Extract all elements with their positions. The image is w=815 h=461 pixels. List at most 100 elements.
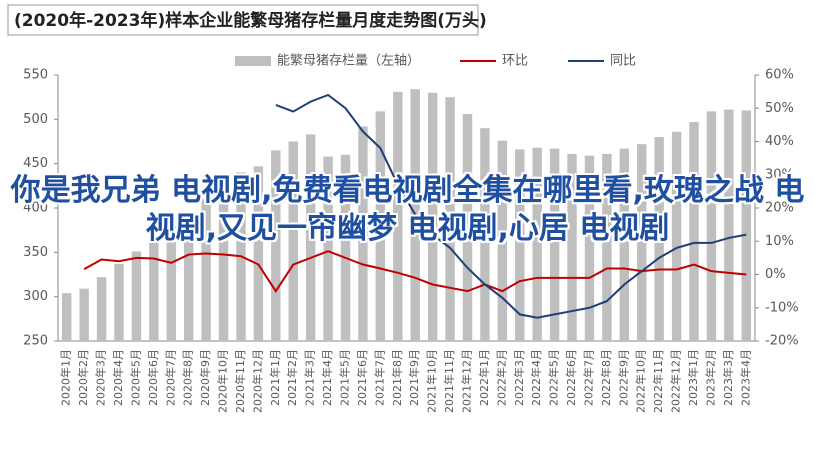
title-box xyxy=(7,4,479,36)
bar xyxy=(584,155,595,341)
x-tick-label: 2021年2月 xyxy=(285,349,299,406)
x-tick-label: 2021年5月 xyxy=(338,349,352,406)
x-tick-label: 2020年8月 xyxy=(181,349,195,406)
y2-tick-label: 40% xyxy=(765,134,794,149)
overlay-text: 你是我兄弟 电视剧,免费看电视剧全集在哪里看,玫瑰之战 电视剧,又见一帘幽梦 电… xyxy=(10,173,805,246)
y2-tick-label: 0% xyxy=(765,267,786,282)
x-tick-label: 2021年7月 xyxy=(372,349,386,406)
x-tick-label: 2020年11月 xyxy=(233,349,247,413)
x-tick-label: 2023年3月 xyxy=(721,349,735,406)
x-tick-label: 2022年6月 xyxy=(564,349,578,406)
line xyxy=(275,93,747,319)
x-tick-label: 2022年3月 xyxy=(512,349,526,406)
bar xyxy=(201,199,211,341)
bar xyxy=(515,149,525,341)
x-tick-label: 2021年9月 xyxy=(407,349,421,406)
bar xyxy=(427,92,438,341)
bar xyxy=(340,154,351,341)
bar xyxy=(724,109,734,341)
x-tick-label: 2020年9月 xyxy=(198,349,212,406)
bar xyxy=(462,114,473,341)
x-tick-label: 2023年2月 xyxy=(703,349,717,406)
x-tick-label: 2023年4月 xyxy=(738,349,752,406)
x-tick-label: 2022年8月 xyxy=(599,349,613,406)
y-tick-label: 500 xyxy=(23,112,48,127)
bar xyxy=(271,150,281,341)
bar xyxy=(149,240,159,341)
bar xyxy=(62,293,72,341)
x-tick-label: 2021年8月 xyxy=(390,349,404,406)
legend-label: 能繁母猪存栏量（左轴） xyxy=(277,53,420,69)
bar xyxy=(288,141,298,341)
x-tick-label: 2020年12月 xyxy=(250,349,264,413)
y2-tick-label: 60% xyxy=(765,68,794,83)
legend-label: 环比 xyxy=(502,54,528,69)
x-tick-label: 2022年4月 xyxy=(529,349,543,406)
x-tick-label: 2020年5月 xyxy=(128,349,142,406)
bar xyxy=(358,126,368,341)
bar xyxy=(253,166,264,341)
bar xyxy=(96,277,107,341)
bar xyxy=(497,140,508,341)
x-tick-label: 2020年4月 xyxy=(111,349,125,406)
bar xyxy=(689,121,699,341)
bar xyxy=(131,251,142,341)
x-tick-label: 2021年3月 xyxy=(303,349,317,406)
y-tick-label: 300 xyxy=(23,289,48,304)
x-tick-label: 2022年11月 xyxy=(651,349,665,413)
bar xyxy=(619,148,630,341)
y-tick-label: 550 xyxy=(23,68,48,83)
x-tick-label: 2021年11月 xyxy=(442,349,456,413)
bar xyxy=(305,134,316,341)
bar xyxy=(741,110,751,341)
bar xyxy=(323,156,333,341)
y2-tick-label: -20% xyxy=(765,334,799,349)
y2-tick-label: 20% xyxy=(765,201,794,216)
x-tick-label: 2020年3月 xyxy=(94,349,108,406)
y-tick-label: 450 xyxy=(23,156,48,171)
bar xyxy=(654,137,664,341)
x-tick-label: 2020年10月 xyxy=(216,349,230,413)
bar xyxy=(183,211,194,341)
x-tick-label: 2020年6月 xyxy=(146,349,160,406)
x-tick-label: 2020年1月 xyxy=(59,349,73,406)
x-tick-label: 2022年12月 xyxy=(669,349,683,413)
y2-tick-label: 50% xyxy=(765,101,794,116)
bar xyxy=(218,186,229,341)
bar xyxy=(375,111,386,341)
bar xyxy=(549,148,560,341)
y-tick-label: 250 xyxy=(23,334,48,349)
bar xyxy=(480,128,490,341)
bar xyxy=(706,111,717,341)
bar xyxy=(79,288,89,341)
bar xyxy=(393,91,403,341)
x-tick-label: 2021年12月 xyxy=(459,349,473,413)
y2-tick-label: 30% xyxy=(765,167,794,182)
bar xyxy=(532,147,542,341)
x-tick-label: 2022年1月 xyxy=(477,349,491,406)
line xyxy=(83,250,747,293)
x-tick-label: 2022年5月 xyxy=(547,349,561,406)
bar xyxy=(671,131,682,341)
x-tick-label: 2022年10月 xyxy=(634,349,648,413)
legend-label: 同比 xyxy=(610,54,636,69)
bar xyxy=(445,97,455,342)
y-tick-label: 400 xyxy=(23,201,48,216)
x-tick-label: 2023年1月 xyxy=(686,349,700,406)
bar xyxy=(166,225,176,341)
bar xyxy=(602,153,612,341)
bar xyxy=(567,153,577,341)
x-tick-label: 2022年2月 xyxy=(494,349,508,406)
bar xyxy=(637,144,647,341)
x-tick-label: 2021年10月 xyxy=(425,349,439,413)
x-tick-label: 2022年9月 xyxy=(616,349,630,406)
x-tick-label: 2021年1月 xyxy=(268,349,282,406)
x-tick-label: 2022年7月 xyxy=(581,349,595,406)
y2-tick-label: 10% xyxy=(765,234,794,249)
y2-tick-label: -10% xyxy=(765,300,799,315)
x-tick-label: 2020年7月 xyxy=(163,349,177,406)
chart-title: (2020年-2023年)样本企业能繁母猪存栏量月度走势图(万头) xyxy=(14,10,487,31)
y-tick-label: 350 xyxy=(23,245,48,260)
